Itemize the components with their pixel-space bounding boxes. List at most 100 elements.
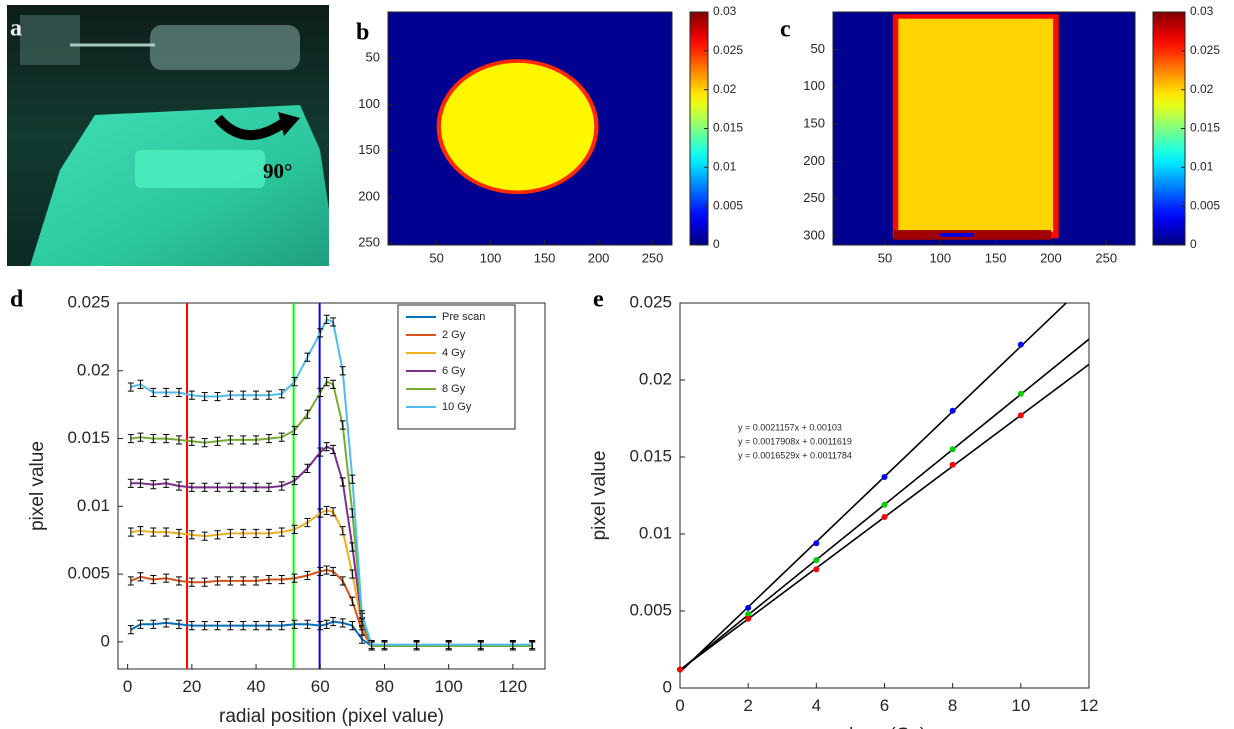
error-bar — [240, 435, 247, 445]
error-bar — [137, 526, 144, 536]
error-bar — [278, 527, 285, 537]
fit-equation: y = 0.0021157x + 0.00103 — [738, 422, 842, 432]
error-bar — [253, 435, 260, 445]
x-tick-label: 0 — [123, 677, 132, 696]
colorbar — [1152, 11, 1186, 246]
error-bar — [227, 390, 234, 400]
error-bar — [323, 314, 330, 324]
x-tick-label: 2 — [743, 696, 752, 715]
data-point — [745, 615, 752, 622]
error-bar — [339, 366, 346, 376]
error-bar — [445, 640, 452, 650]
y-tick-label: 200 — [803, 153, 825, 168]
error-bar — [265, 574, 272, 585]
colorbar-tick-label: 0.02 — [1190, 82, 1214, 96]
error-bar — [176, 387, 182, 398]
error-bar — [330, 566, 337, 576]
error-bar — [330, 444, 337, 454]
error-bar — [127, 433, 134, 444]
error-bar — [240, 621, 247, 631]
colorbar-tick-label: 0.025 — [713, 43, 743, 57]
y-tick-label: 0.01 — [77, 496, 110, 515]
error-bar — [278, 621, 285, 631]
legend-label: 4 Gy — [442, 347, 466, 359]
error-bar — [253, 390, 260, 400]
axes-box — [832, 11, 1136, 246]
y-tick-label: 0.005 — [67, 564, 110, 583]
legend-label: 10 Gy — [442, 401, 472, 413]
y-axis-label: pixel value — [27, 441, 48, 531]
error-bar — [188, 436, 195, 446]
heatmap-region — [898, 18, 1054, 232]
y-tick-label: 100 — [358, 96, 380, 111]
colorbar-tick-label: 0.015 — [713, 121, 743, 135]
error-bar — [227, 621, 234, 631]
panel-label: e — [593, 287, 604, 313]
colorbar-tick-label: 0.005 — [1190, 198, 1220, 212]
error-bar — [477, 640, 484, 650]
x-tick-label: 10 — [1011, 696, 1030, 715]
error-bar — [163, 573, 170, 583]
error-bar — [150, 480, 157, 490]
y-tick-label: 300 — [803, 227, 825, 242]
heatmap-image — [388, 12, 672, 245]
x-tick-label: 50 — [429, 251, 443, 266]
error-bar — [150, 619, 157, 629]
error-bar — [339, 420, 346, 430]
data-point — [881, 474, 888, 481]
error-bar — [188, 621, 195, 631]
error-bar — [339, 576, 346, 586]
error-bar — [227, 528, 234, 539]
error-bar — [529, 640, 536, 650]
error-bar — [240, 482, 247, 492]
error-bar — [265, 528, 272, 539]
x-tick-label: 200 — [1040, 251, 1062, 266]
error-bar — [201, 438, 208, 448]
data-point — [949, 407, 956, 414]
y-tick-label: 0.02 — [639, 369, 672, 388]
y-tick-label: 100 — [803, 78, 825, 93]
holder — [20, 15, 80, 65]
error-bar — [214, 391, 221, 402]
colorbar-tick-label: 0.01 — [1190, 160, 1214, 174]
data-point — [677, 666, 683, 673]
y-tick-label: 150 — [358, 142, 380, 157]
error-bar — [214, 482, 221, 492]
error-bar — [265, 621, 272, 631]
y-tick-label: 250 — [803, 190, 825, 205]
error-bar — [304, 518, 311, 528]
panel-label: c — [780, 17, 791, 43]
error-bar — [176, 435, 182, 445]
error-bar — [413, 640, 420, 650]
heatmap-region — [440, 62, 595, 191]
colorbar-tick-label: 0.02 — [713, 82, 737, 96]
x-tick-label: 12 — [1080, 696, 1099, 715]
error-bar — [176, 481, 182, 491]
x-tick-label: 50 — [878, 251, 892, 266]
error-bar — [137, 572, 144, 582]
error-bar — [214, 436, 221, 446]
series-line — [130, 380, 533, 647]
error-bar — [227, 482, 234, 492]
arrow-head — [278, 112, 300, 136]
error-bar — [253, 528, 260, 539]
error-bar — [240, 528, 247, 539]
x-tick-label: 100 — [434, 677, 462, 696]
colorbar-tick-label: 0 — [1190, 237, 1197, 251]
colorbar-tick-label: 0.015 — [1190, 121, 1220, 135]
error-bar — [359, 610, 365, 620]
y-tick-label: 0 — [663, 677, 672, 696]
error-bar — [150, 574, 157, 585]
error-bar — [227, 435, 234, 445]
y-tick-label: 0.025 — [67, 292, 110, 311]
error-bar — [137, 619, 144, 629]
error-bar — [349, 621, 356, 631]
error-bar — [291, 524, 298, 534]
photo-panel: a 90° — [7, 5, 329, 266]
x-tick-label: 6 — [880, 696, 889, 715]
y-tick-label: 0.025 — [629, 292, 672, 311]
error-bar — [240, 576, 247, 586]
error-bar — [265, 433, 272, 444]
axes-box — [679, 302, 1090, 689]
error-bar — [150, 433, 157, 444]
